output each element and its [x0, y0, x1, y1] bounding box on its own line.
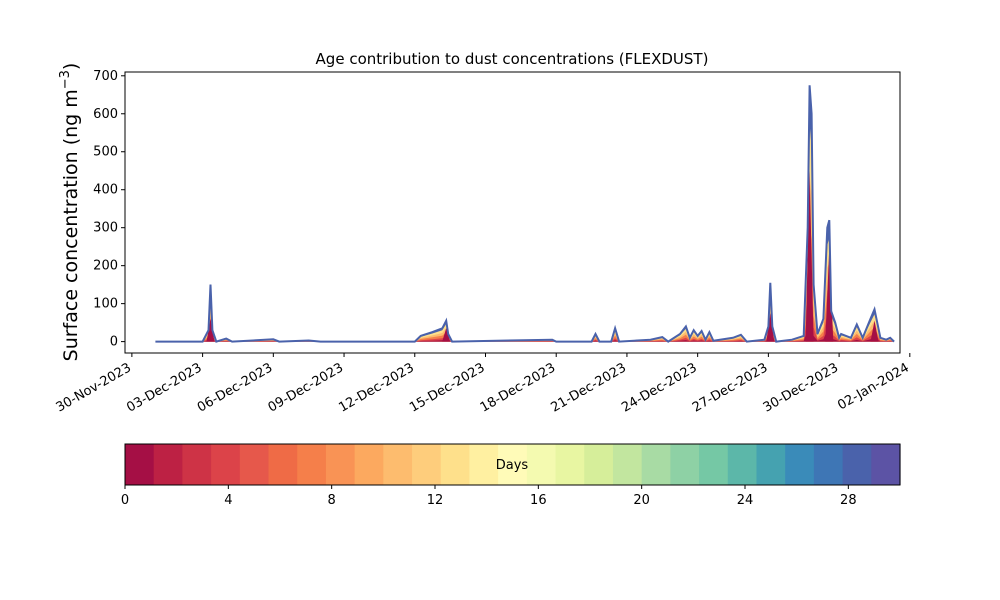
- colorbar-tick-label: 20: [633, 493, 650, 508]
- colorbar-tick-label: 12: [427, 493, 444, 508]
- y-tick-label: 300: [93, 221, 118, 236]
- colorbar-swatch: [670, 444, 700, 485]
- colorbar-label: Days: [496, 458, 529, 473]
- y-tick-label: 0: [110, 335, 118, 350]
- y-tick-label: 600: [93, 107, 118, 122]
- colorbar-swatch: [211, 444, 241, 485]
- colorbar-swatch: [412, 444, 442, 485]
- colorbar-swatch: [383, 444, 413, 485]
- colorbar-tick-label: 4: [224, 493, 232, 508]
- x-tick-label: 15-Dec-2023: [407, 360, 487, 415]
- youngest-age-peak: [825, 246, 834, 342]
- age-layer-5: [155, 316, 895, 342]
- colorbar-swatch: [268, 444, 298, 485]
- plot-area: [155, 85, 895, 343]
- colorbar-swatch: [297, 444, 327, 485]
- x-tick-label: 27-Dec-2023: [690, 360, 770, 415]
- colorbar-tick-label: 16: [530, 493, 547, 508]
- youngest-age-peak: [206, 318, 215, 342]
- y-tick-label: 700: [93, 69, 118, 84]
- colorbar-tick-label: 0: [121, 493, 129, 508]
- y-tick-label: 500: [93, 145, 118, 160]
- x-tick-label: 06-Dec-2023: [195, 360, 275, 415]
- x-axis: 30-Nov-202303-Dec-202306-Dec-202309-Dec-…: [54, 353, 912, 416]
- x-tick-label: 30-Dec-2023: [761, 360, 841, 415]
- x-tick-label: 21-Dec-2023: [549, 360, 629, 415]
- x-tick-label: 02-Jan-2024: [835, 360, 912, 413]
- colorbar-swatch: [641, 444, 671, 485]
- x-tick-label: 03-Dec-2023: [124, 360, 204, 415]
- colorbar-swatch: [354, 444, 384, 485]
- x-tick-label: 18-Dec-2023: [478, 360, 558, 415]
- total-concentration-line: [155, 85, 895, 343]
- youngest-age-peak: [805, 170, 814, 342]
- colorbar-swatch: [153, 444, 183, 485]
- colorbar-frame: [124, 443, 901, 486]
- y-axis-label: Surface concentration (ng m−3): [58, 63, 82, 362]
- chart-title: Age contribution to dust concentrations …: [316, 50, 709, 68]
- colorbar-swatch: [239, 444, 270, 485]
- colorbar-swatch: [526, 444, 557, 485]
- y-axis: 0 100 200 300 400 500 600 700: [93, 69, 125, 350]
- colorbar-swatch: [756, 444, 786, 485]
- colorbar-swatch: [469, 444, 499, 485]
- y-tick-label: 400: [93, 183, 118, 198]
- colorbar-swatch: [498, 444, 528, 485]
- colorbar-tick-label: 28: [840, 493, 857, 508]
- colorbar-swatch: [325, 444, 356, 485]
- colorbar-swatch: [182, 444, 212, 485]
- colorbar-swatch: [555, 444, 585, 485]
- age-layer-0: [155, 85, 895, 342]
- x-tick-label: 24-Dec-2023: [619, 360, 699, 415]
- y-tick-label: 100: [93, 297, 118, 312]
- colorbar-swatch: [785, 444, 815, 485]
- colorbar-swatch: [612, 444, 643, 485]
- x-tick-label: 12-Dec-2023: [336, 360, 416, 415]
- age-layer-3: [155, 226, 895, 342]
- youngest-age-peak: [442, 328, 451, 342]
- y-tick-label: 200: [93, 259, 118, 274]
- colorbar-swatch: [813, 444, 844, 485]
- colorbar-swatch: [440, 444, 471, 485]
- age-layer-2: [155, 175, 895, 342]
- colorbar-tick-label: 8: [328, 493, 336, 508]
- colorbar: 0 4 8 12 16 20 24 28: [121, 443, 901, 508]
- colorbar-swatch: [699, 444, 729, 485]
- colorbar-swatch: [584, 444, 614, 485]
- colorbar-swatch: [727, 444, 758, 485]
- age-layer-4: [155, 277, 895, 342]
- x-tick-label: 09-Dec-2023: [266, 360, 346, 415]
- colorbar-swatch: [871, 444, 901, 485]
- age-layer-1: [155, 123, 895, 342]
- colorbar-tick-label: 24: [737, 493, 754, 508]
- youngest-age-peak: [870, 320, 879, 342]
- colorbar-swatch: [842, 444, 872, 485]
- youngest-age-peak: [766, 313, 775, 342]
- colorbar-swatch: [125, 444, 155, 485]
- axes-frame: [124, 71, 901, 354]
- x-tick-label: 30-Nov-2023: [54, 360, 134, 415]
